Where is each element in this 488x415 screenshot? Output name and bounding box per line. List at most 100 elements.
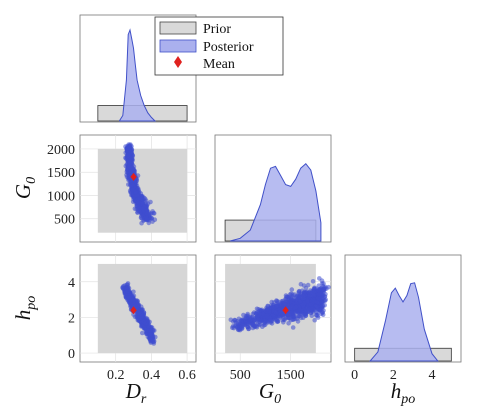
posterior-sample: [140, 206, 146, 212]
posterior-sample: [319, 300, 324, 305]
posterior-sample: [314, 304, 320, 309]
y-tick-label: 2000: [47, 143, 75, 158]
posterior-sample: [135, 200, 141, 205]
posterior-sample: [286, 294, 292, 300]
posterior-sample: [150, 209, 155, 214]
posterior-sample: [128, 150, 134, 155]
posterior-sample: [289, 287, 295, 292]
x-axis-label-Dr: Dr: [125, 379, 147, 407]
posterior-sample: [135, 318, 141, 323]
posterior-sample: [291, 314, 297, 320]
posterior-sample: [144, 215, 149, 221]
y-tick-label: 0: [68, 347, 75, 362]
posterior-sample: [315, 288, 321, 293]
posterior-sample: [302, 292, 308, 298]
posterior-sample: [294, 295, 299, 300]
y-tick-label: 1000: [47, 189, 75, 204]
legend-label-mean: Mean: [203, 57, 235, 72]
posterior-sample: [298, 281, 304, 287]
y-tick-label: 1500: [47, 166, 75, 181]
posterior-sample: [268, 317, 273, 323]
posterior-sample: [148, 332, 153, 337]
posterior-density-G_0: [229, 162, 322, 242]
posterior-sample: [252, 317, 257, 323]
posterior-sample: [127, 165, 133, 170]
posterior-sample: [314, 300, 320, 305]
x-tick-label: 0.6: [178, 368, 196, 383]
posterior-sample: [139, 220, 144, 226]
posterior-sample: [125, 285, 131, 290]
posterior-sample: [314, 313, 319, 318]
posterior-sample: [280, 317, 286, 323]
posterior-sample: [139, 196, 144, 202]
posterior-sample: [129, 182, 135, 188]
scatter-hpo-vs-G0: [228, 276, 331, 333]
posterior-sample: [135, 304, 141, 309]
posterior-sample: [144, 207, 150, 213]
panel-frame-hpo-diag: [344, 254, 462, 363]
posterior-sample: [150, 219, 155, 224]
posterior-sample: [125, 153, 131, 159]
posterior-sample: [231, 325, 237, 331]
y-axis-label-hpo: hpo: [11, 296, 39, 321]
posterior-sample: [310, 279, 316, 284]
marginal-densities: [97, 28, 452, 362]
posterior-sample: [139, 214, 144, 219]
y-tick-label: 4: [68, 276, 75, 291]
posterior-sample: [303, 312, 308, 317]
posterior-sample: [148, 328, 154, 333]
posterior-sample: [316, 283, 322, 289]
x-tick-label: 1500: [277, 368, 305, 383]
legend-label-posterior: Posterior: [203, 40, 254, 55]
posterior-sample: [293, 300, 299, 306]
posterior-sample: [280, 311, 286, 317]
legend-label-prior: Prior: [203, 22, 231, 37]
legend-swatch-posterior: [159, 39, 197, 53]
x-axis-label-G0: G0: [259, 379, 281, 407]
posterior-sample: [127, 146, 133, 151]
posterior-sample: [130, 187, 135, 192]
posterior-sample: [127, 160, 133, 165]
posterior-sample: [260, 311, 266, 317]
posterior-sample: [262, 318, 268, 324]
x-tick-label: 2: [390, 368, 397, 383]
posterior-sample: [232, 317, 237, 323]
x-tick-label: 500: [230, 368, 251, 383]
posterior-sample: [256, 307, 261, 312]
posterior-sample: [128, 169, 133, 174]
mean-marker: [130, 306, 137, 315]
posterior-sample: [127, 295, 132, 300]
x-tick-label: 0.4: [143, 368, 161, 383]
posterior-sample: [125, 281, 131, 286]
posterior-sample: [319, 310, 325, 315]
posterior-sample: [289, 311, 294, 316]
posterior-sample: [256, 311, 262, 317]
posterior-sample: [303, 285, 309, 291]
posterior-sample: [315, 295, 321, 301]
posterior-sample: [135, 186, 141, 191]
posterior-sample: [236, 327, 241, 333]
posterior-sample: [295, 319, 301, 324]
posterior-sample: [288, 305, 293, 311]
y-tick-label: 500: [54, 213, 75, 228]
posterior-sample: [235, 321, 241, 326]
posterior-sample: [319, 278, 325, 284]
posterior-sample: [256, 317, 261, 322]
mean-marker: [130, 172, 137, 181]
legend-marker-mean: [174, 56, 182, 68]
posterior-density-D_r: [118, 28, 157, 122]
posterior-sample: [250, 322, 255, 328]
posterior-sample: [290, 325, 296, 330]
x-axis-label-hpo: hpo: [391, 379, 416, 407]
tick-labels: 0.2 0.4 0.6 500 1500 0 2 4 500 1000 1500 2000 0 2 4: [47, 143, 436, 383]
posterior-sample: [321, 288, 326, 293]
posterior-sample: [305, 298, 310, 304]
posterior-sample: [305, 308, 311, 314]
posterior-sample: [141, 319, 147, 325]
posterior-sample: [144, 329, 149, 335]
y-axis-label-G0: G0: [11, 177, 39, 199]
posterior-sample: [281, 301, 286, 306]
posterior-sample: [301, 302, 306, 308]
scatter-hpo-vs-Dr: [120, 281, 158, 346]
